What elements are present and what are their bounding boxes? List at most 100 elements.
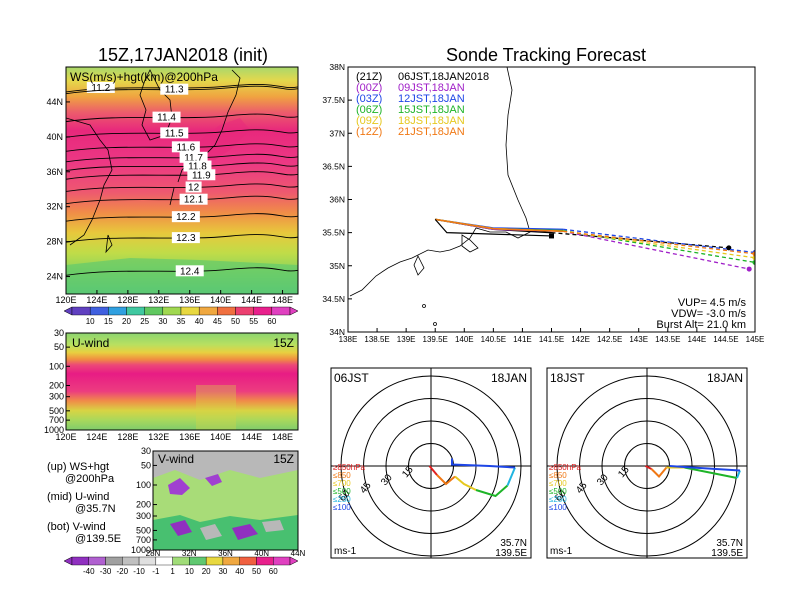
colorbar-label: -1: [152, 567, 160, 576]
left-title: 15Z,17JAN2018 (init): [98, 45, 268, 65]
ws-lon-tick-label: 148E: [272, 295, 293, 305]
panel-notes: (up) WS+hgt @200hPa (mid) U-wind @35.7N …: [47, 461, 121, 545]
hodograph-unit: ms-1: [334, 546, 357, 557]
colorbar-label: 30: [158, 317, 167, 326]
track-legend-time: 18JST,18JAN: [398, 115, 465, 127]
pressure-tick-label: 50: [54, 342, 64, 352]
hodograph-trace: [506, 467, 516, 486]
ws-contour-label: 12.2: [176, 212, 196, 223]
colorbar-label: -10: [133, 567, 145, 576]
ws-contour-label: 11.8: [188, 162, 207, 173]
uwind-lon-tick-label: 124E: [86, 432, 107, 442]
hodograph-legend-item: ≤100: [333, 503, 351, 512]
vwind-lat-tick-label: 40N: [254, 549, 269, 558]
ws-contour-line: [66, 234, 298, 243]
pressure-tick-label: 700: [136, 535, 151, 545]
ws-lon-tick-label: 120E: [55, 295, 76, 305]
ws-contour-label-bg: [179, 151, 208, 163]
ws-contour-label-bg: [183, 160, 212, 172]
track-lon-tick-label: 141E: [513, 335, 532, 344]
ws-map-frame: [65, 66, 299, 295]
ws-contour-label: 11.3: [165, 85, 184, 96]
hodograph-time: 18JST: [550, 371, 585, 385]
colorbar-label: 50: [252, 567, 261, 576]
ws-contour-label-bg: [152, 111, 181, 123]
track-lon-tick-label: 142.5E: [597, 335, 622, 344]
colorbar-arrow-right: [289, 556, 299, 566]
track-lon-tick-label: 143E: [629, 335, 648, 344]
track-map-bg: [348, 67, 755, 332]
ws-contour-label-bg: [179, 193, 208, 205]
uwind-label: U-wind: [72, 336, 109, 350]
colorbar-windspeed: 10 15 20 25 30 35 40 45 50 55 60: [63, 306, 299, 326]
vwind-label: V-wind: [158, 452, 194, 466]
track-map: (21Z) 06JST,18JAN2018 (00Z) 09JST,18JAN (03Z…: [322, 62, 764, 344]
ws-contour-line: [66, 183, 298, 192]
track-line-dashed: [563, 229, 755, 264]
hodograph-legend-item: ≤700: [549, 479, 567, 488]
colorbar-cell: [180, 306, 200, 316]
hodograph-time: 06JST: [334, 371, 369, 385]
ws-contour-line: [66, 129, 298, 138]
colorbar-cell: [71, 306, 91, 316]
track-landing-point: [752, 255, 755, 261]
track-lat-tick-label: 34.5N: [322, 294, 345, 304]
track-legend-time: 06JST,18JAN2018: [398, 71, 489, 83]
track-lon-tick-label: 139.5E: [423, 335, 448, 344]
note-mid-2: @35.7N: [75, 503, 116, 515]
pressure-tick-label: 100: [136, 480, 151, 490]
pressure-tick-label: 30: [141, 446, 151, 456]
hodograph-lon: 139.5E: [711, 548, 743, 559]
hodograph-legend-item: ≤500: [549, 487, 567, 496]
track-lon-tick-label: 140.5E: [481, 335, 506, 344]
ws-map: 11.2 11.3 11.4 11.5 11.611.711.811.912 12.1 12…: [46, 66, 299, 305]
pressure-tick-label: 1000: [131, 545, 151, 555]
uwind-lon-tick-label: 128E: [117, 432, 138, 442]
colorbar-cell: [71, 556, 89, 566]
ws-map-label: WS(m/s)+hgt(km)@200hPa: [70, 70, 218, 84]
hodograph-trace: [428, 465, 438, 476]
ws-contour-label: 11.5: [165, 128, 184, 139]
colorbar-label: 20: [122, 317, 131, 326]
ws-contour-label-bg: [171, 141, 200, 153]
hodograph-legend-item: ≤850: [333, 471, 351, 480]
track-lat-tick-label: 34N: [329, 327, 345, 337]
param-burst: Burst Alt= 21.0 km: [656, 319, 746, 331]
param-vdw: VDW= -3.0 m/s: [671, 308, 746, 320]
colorbar-label: 35: [177, 317, 186, 326]
colorbar-cell: [88, 556, 106, 566]
pressure-tick-label: 200: [49, 380, 64, 390]
right-title: Sonde Tracking Forecast: [446, 45, 646, 65]
ws-contour-label-bg: [187, 169, 216, 181]
pressure-tick-label: 300: [49, 392, 64, 402]
pressure-tick-label: 1000: [44, 425, 64, 435]
pressure-tick-label: 500: [136, 525, 151, 535]
colorbar-label: -30: [100, 567, 112, 576]
uwind-noise-band: [196, 385, 236, 430]
ws-lon-ticks: 120E 124E 128E 132E 136E 140E 144E 148E: [55, 290, 293, 305]
colorbar-cell: [172, 556, 190, 566]
hodograph-06jst: 15304560≥850hPa≤850≤700≤500≤250≤10006JST…: [331, 368, 531, 558]
uwind-lon-tick-label: 140E: [210, 432, 231, 442]
hodograph-trace: [454, 475, 477, 491]
colorbar-cell: [108, 306, 127, 316]
track-landing-point: [752, 259, 755, 265]
hodograph-legend-item: ≥850hPa: [333, 463, 366, 472]
hodograph-frame: [330, 367, 532, 559]
hodograph-legend-item: ≤100: [549, 503, 567, 512]
colorbar-label: 10: [86, 317, 95, 326]
track-lon-tick-label: 140E: [455, 335, 474, 344]
ws-map-coastline-taiwan: [105, 234, 113, 254]
vwind-purple-top: [168, 474, 222, 495]
colorbar-label: -40: [83, 567, 95, 576]
ws-lat-tick-label: 28N: [46, 237, 63, 247]
ws-map-coastline-china: [66, 117, 113, 246]
ws-contour-label: 12.1: [184, 195, 204, 206]
uwind-lon-tick-label: 144E: [241, 432, 262, 442]
ws-contours: 11.2 11.3 11.4 11.5 11.611.711.811.912 12.1 12…: [66, 81, 298, 277]
uwind-lon-tick-label: 120E: [55, 432, 76, 442]
ws-contour-line: [66, 153, 298, 163]
colorbar-label: 10: [185, 567, 194, 576]
ws-contour-label-bg: [160, 83, 189, 95]
